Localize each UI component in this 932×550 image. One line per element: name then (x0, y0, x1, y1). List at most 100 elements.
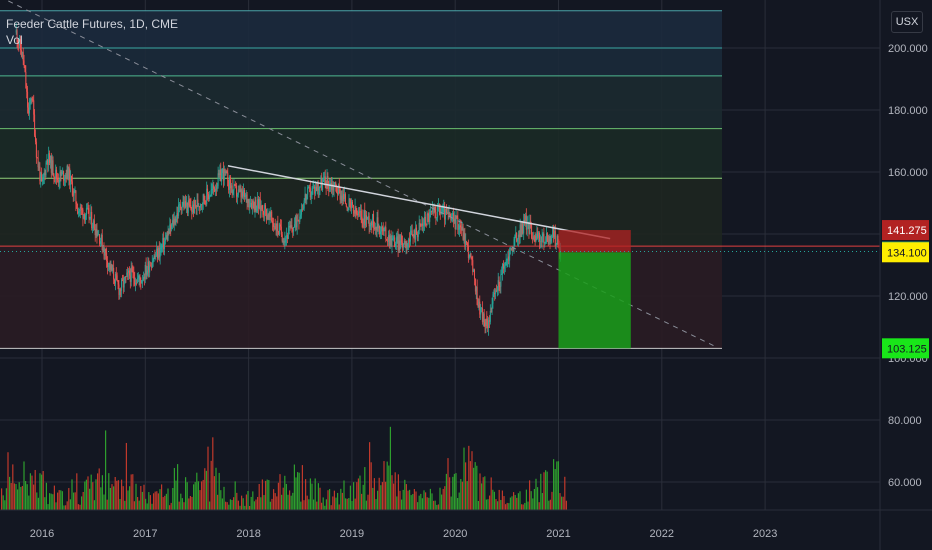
candle-body (336, 186, 338, 193)
candle-body (380, 226, 382, 232)
candle-body (313, 186, 315, 188)
candle-body (287, 227, 289, 239)
volume-bar (565, 500, 567, 510)
volume-bar (10, 483, 12, 510)
candle-body (20, 50, 22, 57)
candle-body (472, 260, 474, 272)
currency-button[interactable]: USX (891, 11, 923, 33)
volume-bar (436, 504, 438, 510)
candle-body (356, 213, 358, 215)
candle-body (417, 230, 419, 238)
candle-body (251, 200, 253, 209)
candle-body (402, 243, 404, 248)
volume-bar (396, 496, 398, 510)
volume-indicator-label[interactable]: Vol (6, 33, 23, 47)
candle-body (374, 226, 376, 230)
candle-body (137, 278, 139, 279)
volume-bar (25, 481, 27, 510)
candle-body (311, 188, 313, 195)
candle-body (252, 200, 254, 204)
volume-bar (92, 482, 94, 510)
candle-body (99, 241, 101, 244)
resistance-trend-line[interactable] (227, 165, 611, 240)
drawings[interactable] (0, 0, 880, 349)
volume-bar (333, 490, 335, 510)
candle-body (272, 220, 274, 224)
candle-body (538, 232, 540, 242)
candle-body (526, 223, 528, 230)
volume-bar (487, 499, 489, 510)
candle-body (219, 169, 221, 176)
candle-body (344, 194, 346, 200)
candle-body (483, 313, 485, 323)
candle-body (71, 181, 73, 196)
candle-body (72, 195, 74, 196)
candle-body (64, 174, 66, 179)
candle-body (399, 240, 401, 249)
volume-bar (239, 505, 241, 510)
candle-body (250, 202, 252, 209)
volume-bar (161, 484, 163, 510)
candle-body (243, 190, 245, 197)
candle-body (302, 208, 304, 210)
candle-body (156, 248, 158, 257)
volume-bar (325, 499, 327, 510)
candle-body (363, 210, 365, 223)
volume-bar (145, 498, 147, 510)
volume-bar (167, 488, 169, 510)
candle-body (300, 214, 302, 217)
volume-bar (121, 479, 123, 510)
candle-body (133, 272, 135, 279)
volume-bar (405, 484, 407, 510)
volume-bar (338, 504, 340, 510)
candle-body (36, 157, 38, 158)
candle-body (73, 190, 75, 196)
candle-body (464, 232, 466, 246)
candle-body (543, 233, 545, 244)
candle-body (183, 201, 185, 208)
candle-body (547, 240, 549, 245)
candle-body (333, 186, 335, 191)
candle-body (548, 236, 550, 245)
take-profit-zone[interactable] (558, 252, 631, 349)
candle-body (424, 216, 426, 225)
volume-bar (332, 496, 334, 510)
candle-body (484, 322, 486, 327)
volume-bar (281, 494, 283, 510)
price-tick-label: 180.000 (888, 105, 928, 117)
volume-bar (361, 493, 363, 510)
candle-body (164, 238, 166, 241)
volume-bar (225, 501, 227, 510)
candle-body (75, 190, 77, 204)
volume-bar (300, 501, 302, 510)
candle-body (364, 210, 366, 226)
candle-body (259, 199, 261, 211)
candle-body (546, 233, 548, 243)
candle-body (268, 212, 270, 220)
volume-bar (236, 492, 238, 510)
candle-body (236, 194, 238, 197)
volume-bar (447, 458, 449, 510)
volume-bar (452, 476, 454, 510)
candle-body (136, 278, 138, 284)
candle-body (407, 243, 409, 248)
volume-bar (186, 482, 188, 510)
candle-body (368, 216, 370, 227)
volume-bar (359, 475, 361, 510)
candlestick-series (15, 23, 562, 336)
candle-body (394, 237, 396, 247)
volume-bar (193, 484, 195, 510)
candle-body (121, 279, 123, 281)
candle-body (61, 172, 63, 176)
entry-price-label: 134.100 (887, 247, 927, 259)
candle-body (108, 262, 110, 265)
candle-body (283, 241, 285, 243)
candle-body (349, 198, 351, 200)
volume-bar (410, 495, 412, 510)
volume-bar (87, 476, 89, 510)
symbol-title[interactable]: Feeder Cattle Futures, 1D, CME (6, 17, 179, 31)
volume-bar (245, 494, 247, 510)
stop-loss-zone[interactable] (558, 230, 631, 253)
volume-bar (497, 501, 499, 510)
